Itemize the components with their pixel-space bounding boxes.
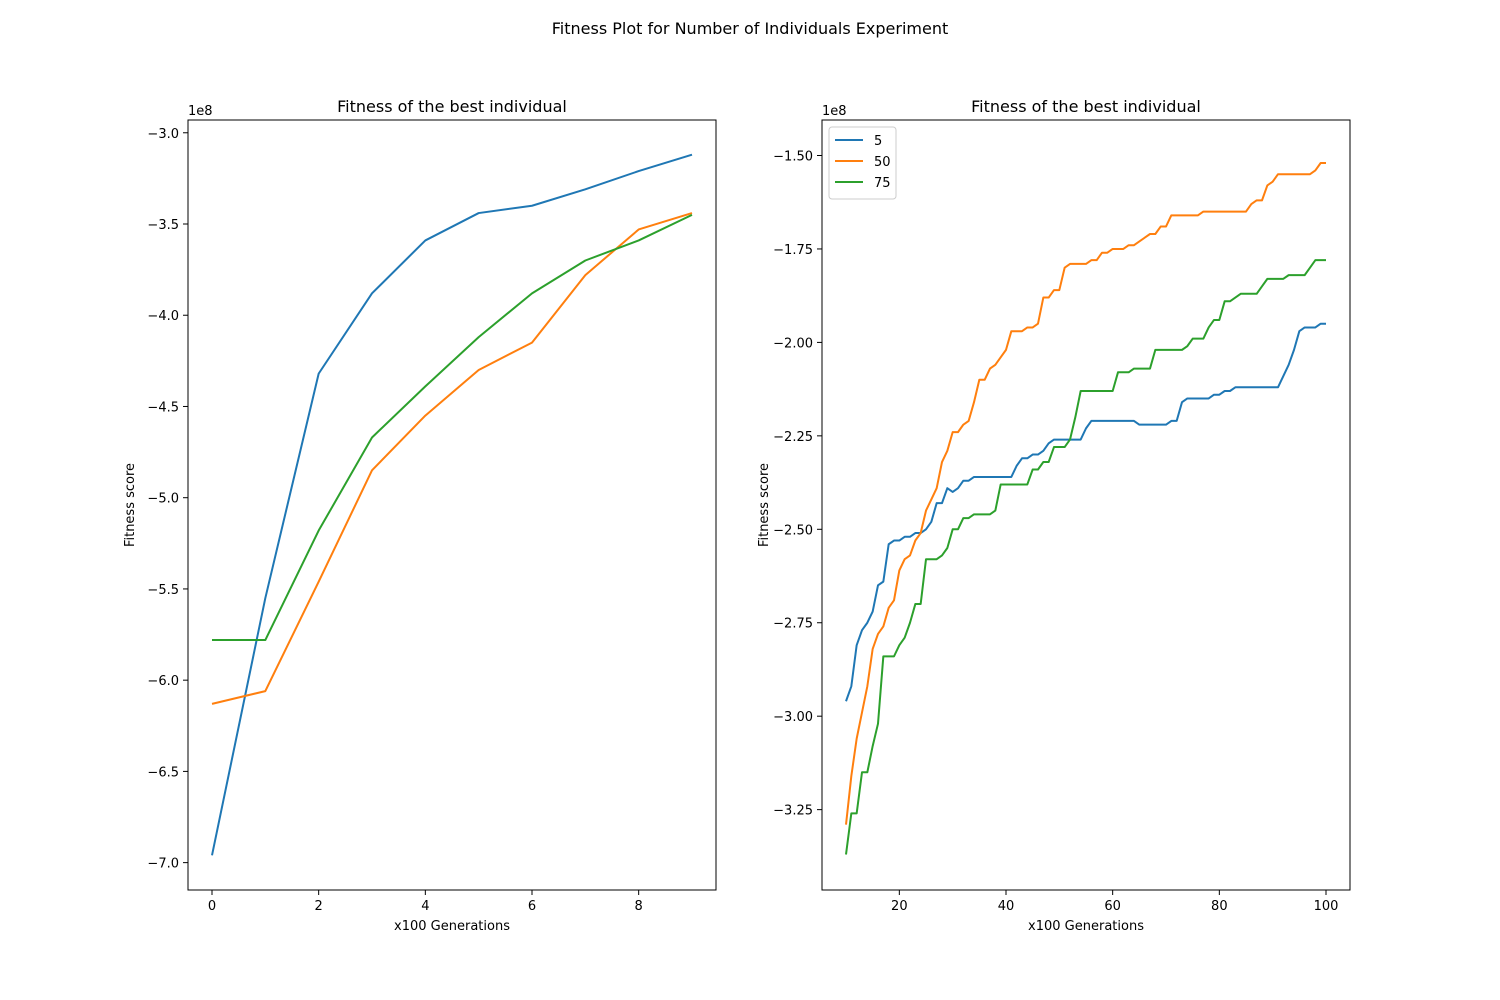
series-line-2 — [211, 212, 693, 705]
series-line-3 — [212, 213, 693, 642]
axes-frame — [187, 119, 717, 891]
x-tick-label: 100 — [1314, 899, 1339, 914]
figure-suptitle: Fitness Plot for Number of Individuals E… — [552, 19, 948, 38]
y-tick-label: −1.75 — [773, 243, 813, 258]
y-tick-label: −5.0 — [147, 492, 179, 507]
x-tick-label: 4 — [421, 899, 429, 914]
left-subplot: 0 2 4 6 8 −7.0 −6.5 −6.0 −5.5 −5.0 −4.5 −4.0 −3.5 −3.… — [123, 97, 717, 934]
y-offset-label: 1e8 — [188, 104, 213, 119]
y-tick-label: −3.25 — [773, 804, 813, 819]
x-tick-label: 8 — [635, 899, 643, 914]
legend: 5 50 75 — [828, 126, 897, 200]
y-tick-label: −2.25 — [773, 430, 813, 445]
y-axis-label: Fitness score — [757, 463, 772, 547]
y-tick-label: −3.0 — [147, 127, 179, 142]
subplot-title: Fitness of the best individual — [971, 97, 1201, 116]
y-tick-label: −2.50 — [773, 523, 813, 538]
y-tick-label: −6.0 — [147, 674, 179, 689]
y-tick-label: −3.00 — [773, 710, 813, 725]
y-axis-label: Fitness score — [123, 463, 138, 547]
x-tick-label: 20 — [891, 899, 908, 914]
y-tick-label: −2.75 — [773, 617, 813, 632]
x-tick-label: 2 — [315, 899, 323, 914]
x-axis-label: x100 Generations — [1028, 919, 1144, 934]
x-tick-label: 0 — [208, 899, 216, 914]
subplot-title: Fitness of the best individual — [337, 97, 567, 116]
y-tick-label: −6.5 — [147, 765, 179, 780]
y-tick-label: −4.5 — [147, 400, 179, 415]
y-tick-label: −1.50 — [773, 150, 813, 165]
series-line-75 — [845, 259, 1326, 855]
axes-frame — [821, 119, 1351, 891]
x-tick-label: 60 — [1104, 899, 1121, 914]
legend-label: 50 — [874, 155, 891, 170]
right-subplot: 20 40 60 80 100 −3.25 −3.00 −2.75 −2.50 −2.25 −2.0… — [757, 97, 1351, 934]
y-tick-label: −4.0 — [147, 309, 179, 324]
y-tick-label: −7.0 — [147, 857, 179, 872]
y-tick-label: −3.5 — [147, 218, 179, 233]
x-tick-label: 40 — [998, 899, 1015, 914]
legend-label: 75 — [874, 176, 891, 191]
x-tick-label: 6 — [528, 899, 536, 914]
x-tick-label: 80 — [1211, 899, 1228, 914]
x-axis-label: x100 Generations — [394, 919, 510, 934]
y-tick-label: −2.00 — [773, 336, 813, 351]
legend-label: 5 — [874, 134, 882, 149]
y-offset-label: 1e8 — [822, 104, 847, 119]
y-tick-label: −5.5 — [147, 583, 179, 598]
series-line-1 — [211, 153, 693, 856]
series-line-50 — [845, 161, 1326, 825]
series-line-5 — [845, 322, 1326, 702]
